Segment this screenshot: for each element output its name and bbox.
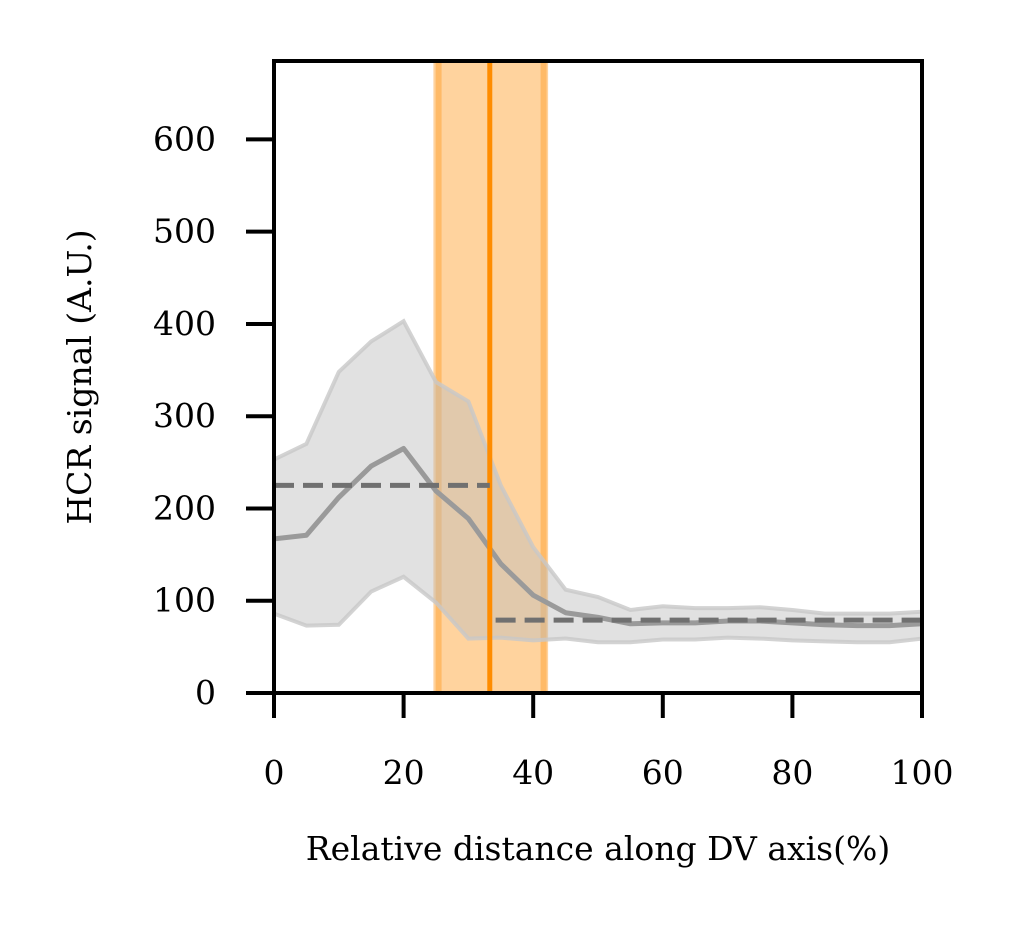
x-tick-label: 100 — [891, 753, 954, 792]
confidence-band — [274, 321, 922, 643]
x-tick-label: 80 — [771, 753, 813, 792]
x-axis-label: Relative distance along DV axis(%) — [306, 829, 890, 868]
x-tick-label: 0 — [264, 753, 285, 792]
x-tick-label: 20 — [383, 753, 425, 792]
y-tick-label: 600 — [153, 119, 216, 158]
axes: 0 20 40 60 80 100 0 100 200 300 400 500 600 — [153, 59, 954, 792]
y-axis-label: HCR signal (A.U.) — [60, 229, 99, 524]
x-tick-label: 60 — [642, 753, 684, 792]
confidence-band-upper-edge — [274, 318, 922, 616]
plot-area — [274, 61, 922, 693]
y-tick-label: 100 — [153, 581, 216, 620]
y-tick-label: 300 — [153, 396, 216, 435]
y-tick-label: 500 — [153, 212, 216, 251]
y-tick-label: 200 — [153, 488, 216, 527]
x-tick-label: 40 — [512, 753, 554, 792]
plot-frame — [272, 59, 924, 695]
y-tick-label: 400 — [153, 304, 216, 343]
y-tick-label: 0 — [195, 673, 216, 712]
confidence-band-lower-edge — [274, 574, 922, 645]
